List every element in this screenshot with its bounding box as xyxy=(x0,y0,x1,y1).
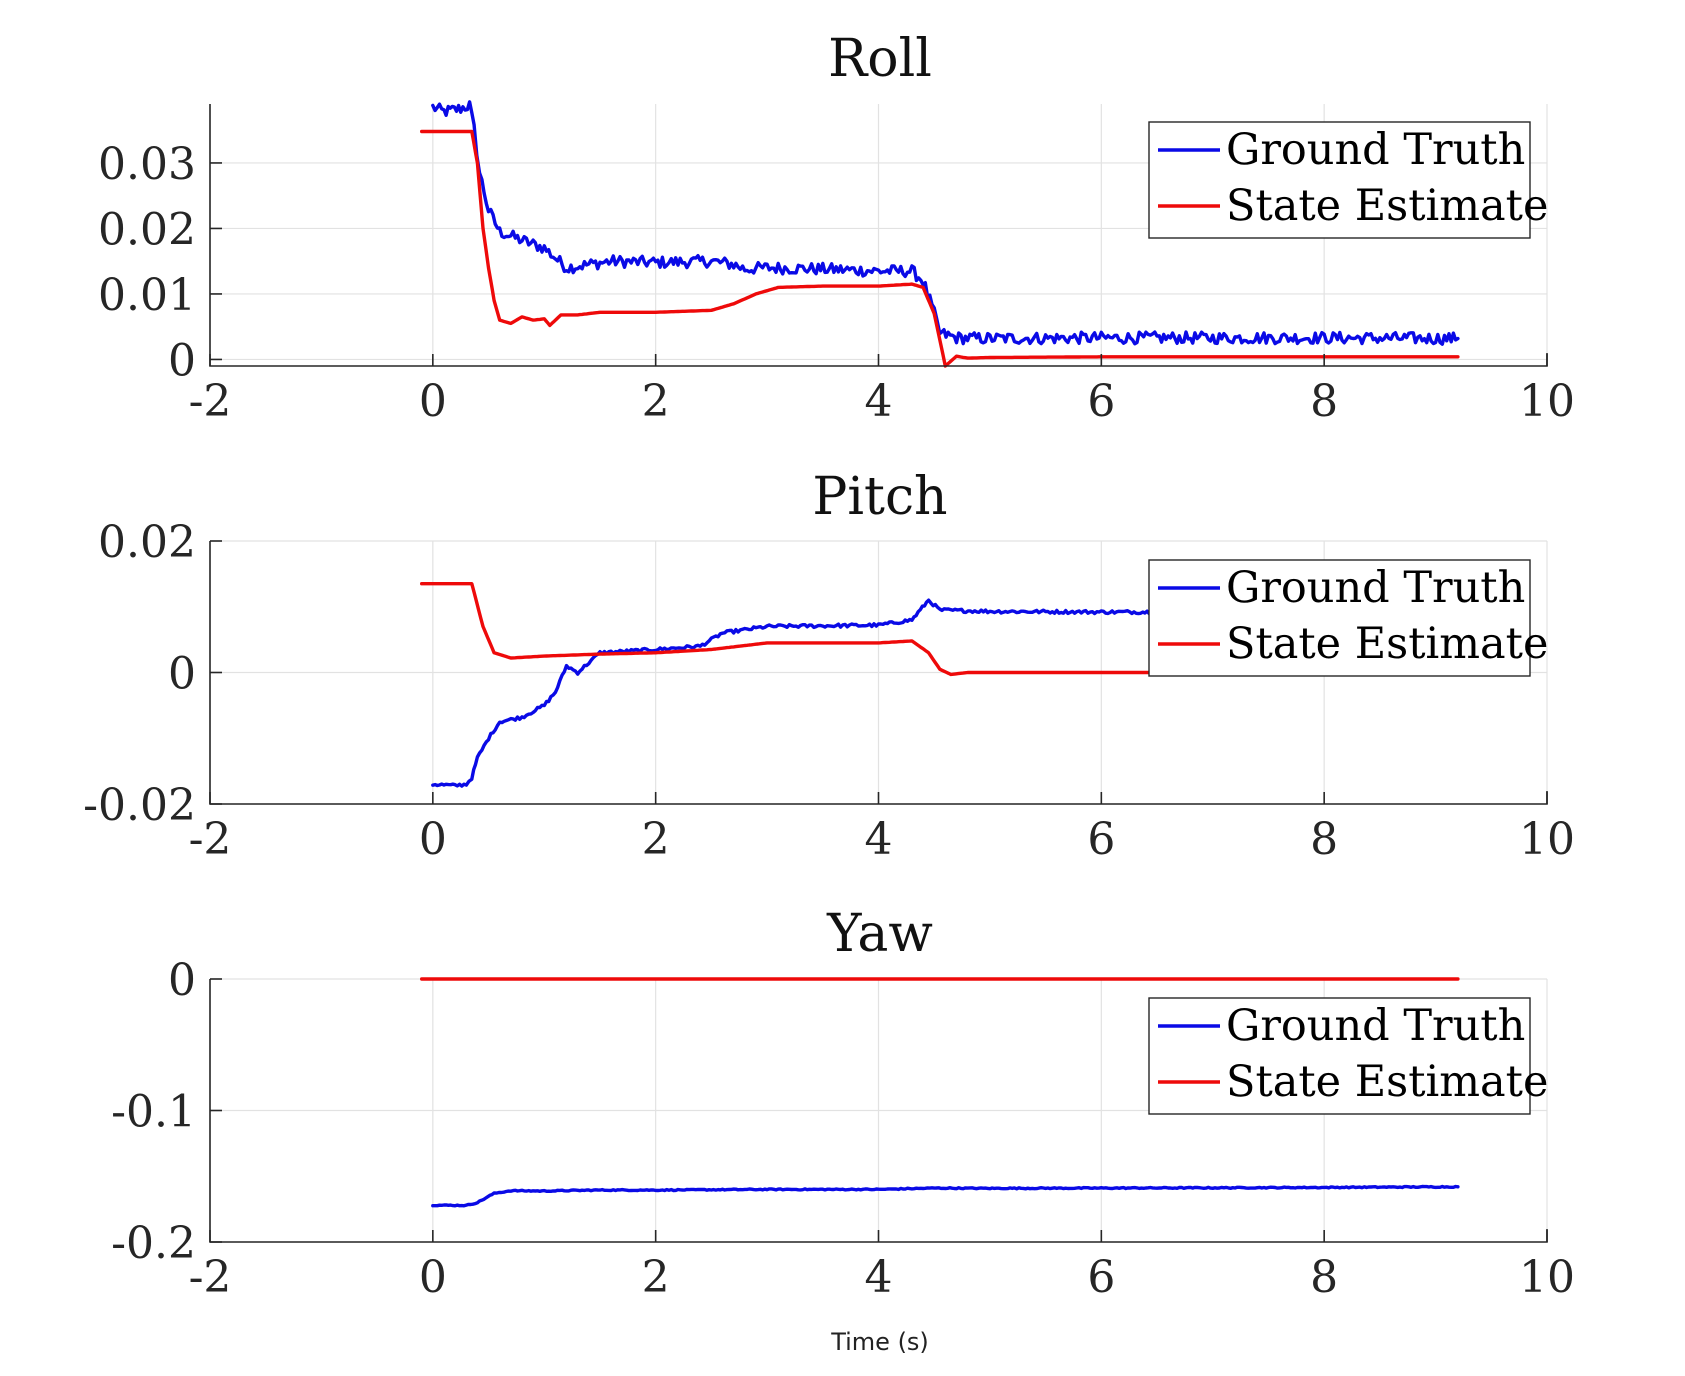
roll-x-tick-label: 2 xyxy=(642,376,670,427)
roll-plot-area xyxy=(420,100,1460,368)
roll-legend: Ground Truth State Estimate xyxy=(1148,121,1548,239)
roll-x-tick-label: 4 xyxy=(865,376,893,427)
yaw-y-tick-label: 0 xyxy=(168,955,196,1006)
yaw-x-tick-label: -2 xyxy=(189,1252,232,1303)
pitch-panel: -2 0 2 4 6 8 10 -0.02 0 0.02 Pitch Ground Truth S… xyxy=(83,467,1575,865)
roll-legend-state-estimate-label: State Estimate xyxy=(1226,181,1548,231)
yaw-title: Yaw xyxy=(826,904,933,964)
roll-legend-ground-truth-label: Ground Truth xyxy=(1226,125,1525,175)
roll-x-tick-label: 0 xyxy=(419,376,447,427)
yaw-x-axis-label: Time (s) xyxy=(830,1328,929,1356)
pitch-x-tick-label: 0 xyxy=(419,814,447,865)
roll-x-tick-label: -2 xyxy=(189,376,232,427)
yaw-ground-truth-line xyxy=(431,1184,1460,1208)
yaw-x-tick-label: 4 xyxy=(865,1252,893,1303)
roll-y-tick-label: 0.01 xyxy=(98,270,196,321)
pitch-ticks: -2 0 2 4 6 8 10 -0.02 0 0.02 xyxy=(83,517,1575,865)
pitch-x-tick-label: 8 xyxy=(1310,814,1338,865)
roll-y-tick-label: 0.02 xyxy=(98,204,196,255)
pitch-x-tick-label: 4 xyxy=(865,814,893,865)
pitch-legend-ground-truth-label: Ground Truth xyxy=(1226,563,1525,613)
roll-state-estimate-line xyxy=(420,129,1460,368)
pitch-legend-state-estimate-label: State Estimate xyxy=(1226,619,1548,669)
pitch-title: Pitch xyxy=(812,467,947,527)
yaw-x-tick-label: 10 xyxy=(1519,1252,1575,1303)
yaw-x-tick-label: 8 xyxy=(1310,1252,1338,1303)
roll-y-tick-label: 0.03 xyxy=(98,139,196,190)
pitch-legend-box xyxy=(1148,559,1531,677)
yaw-y-tick-label: -0.2 xyxy=(111,1218,196,1269)
pitch-state-estimate-line xyxy=(420,582,1154,677)
pitch-y-tick-label: 0 xyxy=(168,649,196,700)
yaw-x-tick-label: 0 xyxy=(419,1252,447,1303)
roll-x-tick-label: 10 xyxy=(1519,376,1575,427)
yaw-legend-ground-truth-label: Ground Truth xyxy=(1226,1001,1525,1051)
yaw-panel: -2 0 2 4 6 8 10 -0.2 -0.1 0 Yaw Ground Truth Stat… xyxy=(111,904,1575,1356)
pitch-y-tick-label: -0.02 xyxy=(83,780,196,831)
roll-title: Roll xyxy=(828,29,932,89)
roll-ground-truth-line xyxy=(431,100,1460,346)
pitch-x-tick-label: 2 xyxy=(642,814,670,865)
pitch-plot-area xyxy=(420,582,1154,788)
yaw-legend-state-estimate-label: State Estimate xyxy=(1226,1057,1548,1107)
yaw-legend: Ground Truth State Estimate xyxy=(1148,997,1548,1115)
yaw-plot-area xyxy=(420,977,1460,1208)
pitch-ground-truth-line xyxy=(431,598,1154,788)
roll-y-tick-label: 0 xyxy=(168,335,196,386)
yaw-x-tick-label: 6 xyxy=(1087,1252,1115,1303)
pitch-legend: Ground Truth State Estimate xyxy=(1148,559,1548,677)
roll-x-tick-label: 6 xyxy=(1087,376,1115,427)
roll-legend-box xyxy=(1148,121,1531,239)
yaw-ticks: -2 0 2 4 6 8 10 -0.2 -0.1 0 xyxy=(111,955,1575,1303)
roll-x-tick-label: 8 xyxy=(1310,376,1338,427)
pitch-x-tick-label: 6 xyxy=(1087,814,1115,865)
yaw-legend-box xyxy=(1148,997,1531,1115)
yaw-x-tick-label: 2 xyxy=(642,1252,670,1303)
pitch-x-tick-label: -2 xyxy=(189,814,232,865)
pitch-y-tick-label: 0.02 xyxy=(98,517,196,568)
pitch-x-tick-label: 10 xyxy=(1519,814,1575,865)
yaw-y-tick-label: -0.1 xyxy=(111,1087,196,1138)
